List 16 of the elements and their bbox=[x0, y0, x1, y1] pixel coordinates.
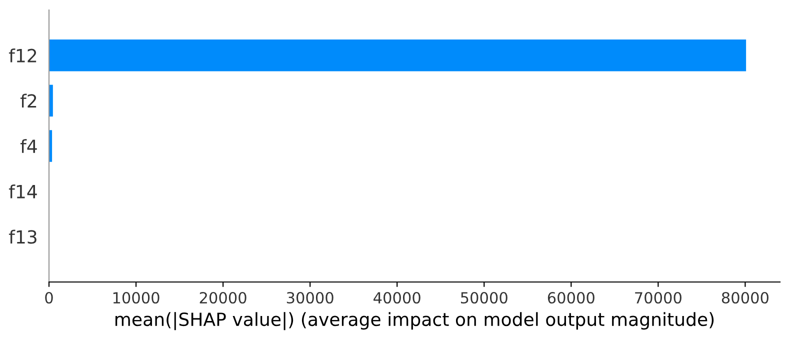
x-tick-label: 20000 bbox=[200, 292, 246, 304]
x-axis-title: mean(|SHAP value|) (average impact on model output magnitude) bbox=[115, 312, 714, 330]
bar bbox=[49, 39, 746, 72]
x-tick-label: 10000 bbox=[113, 292, 160, 304]
x-tick-label: 30000 bbox=[286, 292, 334, 304]
y-tick-label: f13 bbox=[8, 230, 36, 244]
y-tick-label: f14 bbox=[8, 184, 37, 198]
x-tick-label: 50000 bbox=[460, 292, 508, 304]
y-tick-label: f12 bbox=[8, 48, 36, 62]
x-tick-label: 60000 bbox=[548, 292, 594, 304]
x-tick-label: 80000 bbox=[722, 292, 768, 304]
x-tick-label: 0 bbox=[45, 292, 53, 304]
x-tick-label: 70000 bbox=[635, 292, 682, 304]
y-tick-label: f4 bbox=[20, 139, 37, 153]
x-tick-label: 40000 bbox=[374, 292, 420, 304]
y-tick-label: f2 bbox=[20, 94, 36, 108]
